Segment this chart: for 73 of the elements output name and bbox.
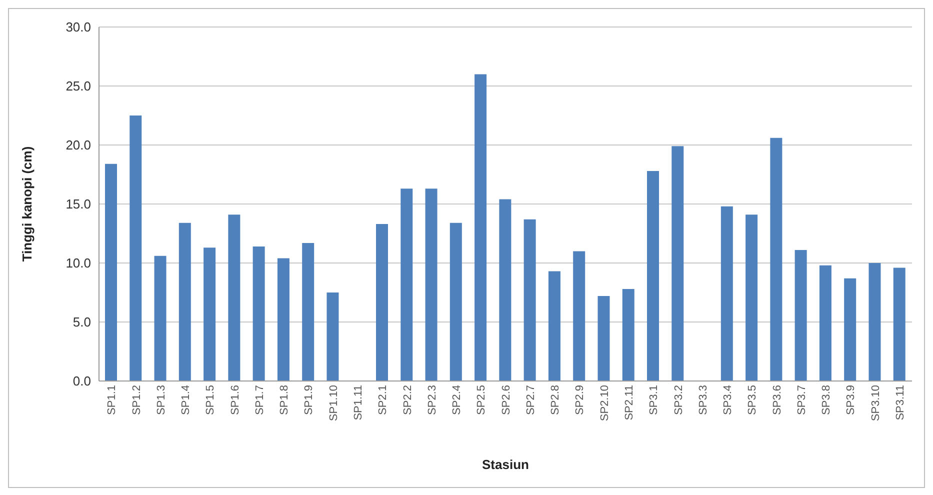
x-tick-label: SP2.4 (451, 385, 464, 415)
x-tick-label: SP1.10 (328, 385, 340, 422)
bar (794, 250, 807, 381)
x-tick-label: SP3.1 (648, 385, 660, 415)
x-tick-label: SP3.6 (771, 385, 784, 415)
x-tick-label: SP2.5 (476, 385, 488, 415)
bar (400, 188, 413, 381)
bar (746, 214, 758, 381)
y-axis-title: Tinggi kanopi (cm) (20, 146, 35, 262)
bar (598, 296, 610, 381)
x-tick-label: SP2.3 (426, 385, 438, 415)
bar (228, 214, 240, 381)
y-tick-label: 10.0 (66, 256, 91, 271)
y-tick-label: 5.0 (72, 314, 91, 330)
bar (548, 271, 560, 381)
x-tick-label: SP1.6 (229, 385, 242, 415)
x-tick-label: SP2.10 (598, 385, 611, 422)
bar (770, 138, 782, 381)
x-tick-label: SP2.9 (574, 385, 586, 415)
x-tick-label: SP2.11 (623, 385, 636, 420)
x-tick-label: SP1.3 (155, 385, 168, 415)
bar (425, 188, 438, 381)
bar (376, 224, 388, 381)
x-tick-label: SP1.5 (204, 385, 217, 415)
bar (720, 206, 733, 381)
x-tick-label: SP3.3 (697, 385, 710, 415)
bar (130, 116, 142, 381)
bar (105, 164, 117, 381)
x-axis-title: Stasiun (482, 457, 530, 472)
y-tick-label: 20.0 (66, 138, 91, 153)
x-tick-label: SP2.8 (550, 385, 562, 415)
bar (450, 222, 462, 381)
x-tick-label: SP2.1 (377, 385, 390, 415)
y-tick-label: 0.0 (72, 374, 91, 389)
y-tick-label: 25.0 (66, 78, 91, 94)
bar (844, 278, 856, 381)
bar (868, 263, 881, 381)
x-tick-label: SP1.8 (278, 385, 291, 415)
bar (154, 256, 166, 381)
bar (893, 268, 906, 381)
bar (252, 246, 265, 381)
y-tick-label: 15.0 (66, 196, 91, 212)
x-tick-label: SP1.2 (130, 385, 143, 415)
x-tick-label: SP1.4 (180, 385, 192, 415)
bar (277, 258, 290, 381)
bar (672, 146, 684, 381)
bar (302, 242, 314, 381)
x-tick-label: SP3.9 (845, 385, 858, 415)
bar (524, 219, 536, 381)
x-tick-label: SP2.2 (402, 385, 414, 415)
x-tick-label: SP3.11 (894, 385, 906, 420)
x-tick-label: SP2.7 (524, 385, 537, 415)
x-tick-label: SP3.2 (672, 385, 685, 415)
bar (573, 251, 586, 381)
bar (819, 265, 832, 381)
y-tick-label: 30.0 (66, 20, 91, 35)
x-tick-label: SP1.11 (352, 385, 364, 420)
x-tick-label: SP3.10 (870, 385, 882, 422)
bar (178, 222, 191, 381)
x-tick-label: SP1.1 (106, 385, 118, 415)
x-tick-label: SP3.8 (820, 385, 833, 415)
x-tick-label: SP3.4 (722, 385, 734, 415)
bar (622, 288, 634, 381)
bar (647, 170, 659, 381)
x-tick-label: SP1.9 (303, 385, 316, 415)
x-tick-label: SP3.7 (796, 385, 808, 415)
bar (204, 248, 216, 381)
x-tick-label: SP3.5 (746, 385, 759, 415)
x-tick-label: SP1.7 (254, 385, 266, 415)
bar (474, 74, 487, 381)
bar (499, 199, 512, 381)
bar (326, 292, 339, 381)
x-tick-label: SP2.6 (500, 385, 512, 415)
